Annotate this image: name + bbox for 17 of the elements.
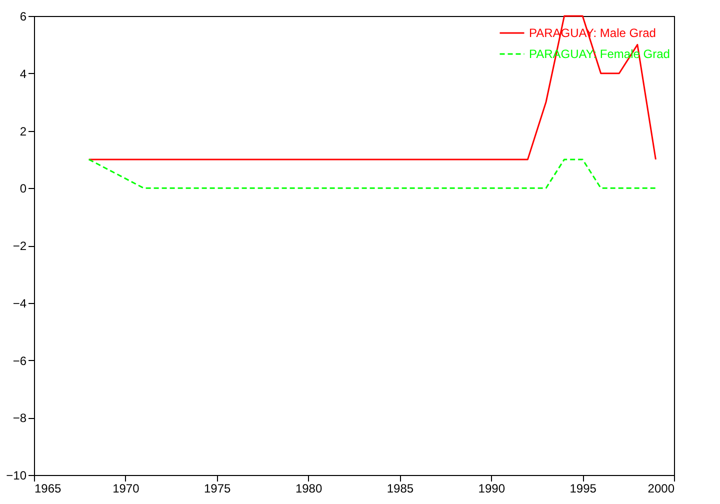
- y-tick-label: 4: [20, 66, 27, 81]
- x-tick-label: 1975: [204, 482, 232, 496]
- x-tick-label: 1995: [570, 482, 597, 496]
- x-tick-label: 1985: [386, 482, 414, 496]
- y-tick-label: 2: [20, 124, 27, 138]
- y-tick-label: −10: [6, 468, 27, 482]
- x-tick-label: 2000: [648, 482, 675, 496]
- y-tick-label: 6: [20, 10, 27, 24]
- x-tick-label: 1970: [112, 482, 140, 496]
- y-tick-label: −8: [12, 411, 27, 426]
- x-tick-label: 1990: [478, 482, 506, 496]
- y-tick-label: −6: [12, 354, 27, 368]
- y-tick-label: 0: [20, 182, 27, 196]
- x-tick-label: 1965: [34, 482, 62, 496]
- x-tick-label: 1980: [295, 482, 322, 496]
- y-tick-label: −4: [12, 296, 27, 310]
- y-tick-label: −2: [12, 239, 27, 253]
